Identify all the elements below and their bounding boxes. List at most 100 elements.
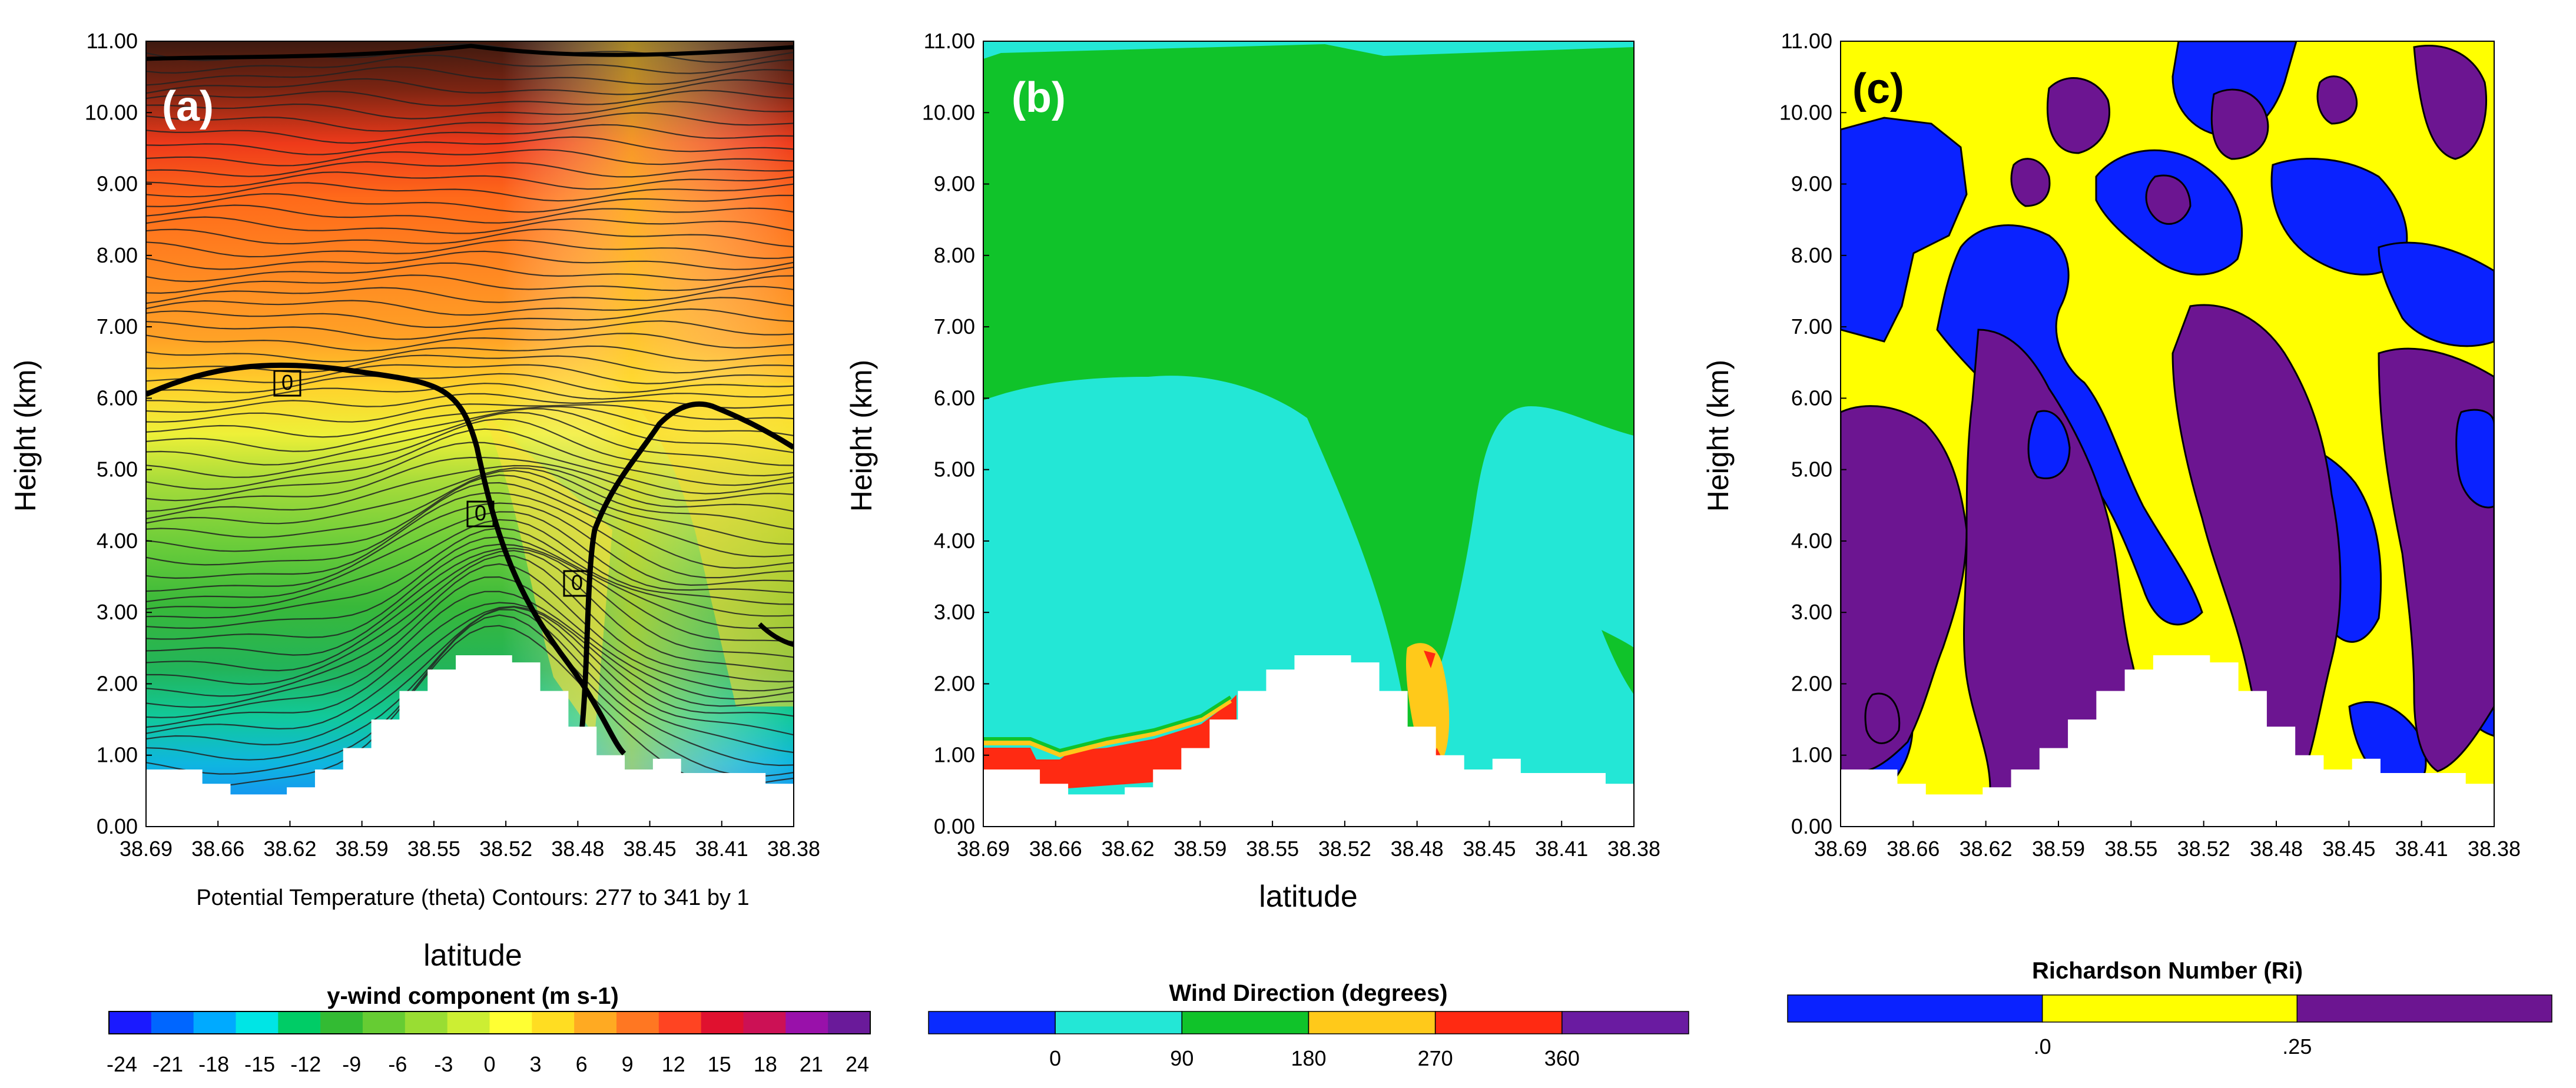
colorbar-a-frame [108, 1011, 871, 1034]
x-tick-label: 38.45 [2322, 837, 2375, 861]
colorbar-a-swatch [193, 1011, 236, 1034]
theta-contour [146, 474, 794, 558]
y-tick-label: 8.00 [1791, 243, 1832, 267]
y-tick-label: 9.00 [97, 172, 138, 196]
colorbar-a-tick: -6 [388, 1052, 407, 1076]
theta-contour [146, 161, 794, 178]
contour-label-box: 0 [273, 370, 301, 397]
colorbar-b-bin [928, 1011, 1056, 1034]
theta-contour [146, 492, 794, 579]
contour-label: 0 [475, 501, 486, 525]
panel-a-yticks: 11.00 10.00 9.00 8.00 7.00 6.00 5.00 4.00 3.00 2.… [85, 29, 152, 838]
panel-c-label: (c) [1852, 65, 1904, 112]
y-tick-label: 8.00 [97, 243, 138, 267]
theta-contour [146, 274, 794, 294]
x-tick-label: 38.38 [2468, 837, 2521, 861]
x-tick-label: 38.62 [1960, 837, 2013, 861]
theta-contour [146, 182, 794, 202]
panel-b-label: (b) [1012, 74, 1066, 121]
y-tick-label: 2.00 [1791, 671, 1832, 695]
colorbar-b-bin [1308, 1011, 1436, 1034]
colorbar-a-tick: -12 [290, 1052, 321, 1076]
panel-b-xticks: 38.69 38.66 38.62 38.59 38.55 38.52 38.48 38.45… [957, 821, 1660, 861]
theta-contour [146, 467, 794, 530]
theta-contour [146, 511, 794, 602]
theta-contour [146, 78, 794, 95]
colorbar-b-bin [1434, 1011, 1563, 1034]
theta-contour [146, 465, 794, 520]
panel-b-xlabel: latitude [1259, 880, 1358, 914]
panel-c-ylabel: Height (km) [1702, 360, 1735, 512]
theta-contour [146, 136, 794, 155]
colorbar-b-bin [1181, 1011, 1309, 1034]
colorbar-a-swatch [828, 1011, 871, 1034]
colorbar-a-tick: 18 [754, 1052, 777, 1076]
x-tick-label: 38.55 [1246, 837, 1299, 861]
colorbar-a-swatch [151, 1011, 194, 1034]
panel-b: (b) 11.00 10.00 9.00 8.00 7.00 6.00 5.00 4.00 3.… [845, 29, 1689, 1070]
theta-contour [146, 442, 794, 502]
theta-contour [146, 216, 794, 234]
y-tick-label: 7.00 [1791, 314, 1832, 339]
theta-contour [146, 406, 794, 438]
theta-contour [146, 297, 794, 316]
y-tick-label: 1.00 [1791, 743, 1832, 767]
y-tick-label: 5.00 [1791, 457, 1832, 482]
colorbar-a-swatch [363, 1011, 406, 1034]
y-tick-label: 3.00 [1791, 600, 1832, 624]
colorbar-a-ticks: -24 -21 -18 -15 -12 -9 -6 -3 0 3 6 9 12 15 18 21 24 [107, 1052, 869, 1076]
contour-label-box: 0 [466, 500, 495, 528]
theta-contour [146, 333, 794, 351]
y-tick-label: 4.00 [934, 529, 975, 553]
theta-contour [146, 457, 794, 512]
colorbar-b-bin [1055, 1011, 1183, 1034]
colorbar-a-swatch [574, 1011, 617, 1034]
panel-a-caption: Potential Temperature (theta) Contours: … [196, 885, 749, 910]
theta-contour [146, 228, 794, 248]
panel-a-xticks: 38.69 38.66 38.62 38.59 38.55 38.52 38.48 38.45… [120, 821, 820, 861]
colorbar-a-tick: 0 [483, 1052, 495, 1076]
x-tick-label: 38.69 [120, 837, 173, 861]
colorbar-a-tick: -9 [342, 1052, 361, 1076]
colorbar-a-swatch [489, 1011, 532, 1034]
y-tick-label: 1.00 [97, 743, 138, 767]
colorbar-a-swatch [701, 1011, 744, 1034]
theta-contour [146, 204, 794, 224]
theta-contour [146, 470, 794, 545]
theta-contour [146, 576, 794, 708]
y-tick-label: 5.00 [97, 457, 138, 482]
theta-contour [146, 555, 794, 685]
colorbar-c-title: Richardson Number (Ri) [2032, 958, 2303, 984]
colorbar-a-tick: 6 [576, 1052, 588, 1076]
colorbar-a-tick: -3 [434, 1052, 453, 1076]
y-tick-label: 2.00 [934, 671, 975, 695]
terrain [146, 655, 794, 827]
theta-contour [146, 171, 794, 190]
theta-contour [146, 364, 794, 384]
theta-contour [146, 193, 794, 213]
colorbar-a-swatch [109, 1011, 152, 1034]
y-tick-label: 6.00 [97, 386, 138, 410]
y-tick-label: 11.00 [87, 29, 138, 53]
x-tick-label: 38.52 [479, 837, 532, 861]
y-tick-label: 10.00 [922, 100, 975, 124]
colorbar-a-swatch [405, 1011, 448, 1034]
x-tick-label: 38.41 [2395, 837, 2448, 861]
contour-label-box: 0 [563, 570, 591, 597]
theta-contour [146, 239, 794, 260]
theta-contour [146, 54, 794, 74]
y-tick-label: 3.00 [934, 600, 975, 624]
colorbar-c-bin [1787, 994, 2043, 1023]
terrain [983, 655, 1634, 827]
x-tick-label: 38.52 [2177, 837, 2230, 861]
colorbar-c-tick: .25 [2282, 1034, 2312, 1059]
colorbar-c-ticks: .0 .25 [2034, 1034, 2312, 1059]
panel-c-field [1841, 41, 2494, 827]
theta-contour [146, 536, 794, 629]
y-tick-label: 9.00 [934, 172, 975, 196]
theta-contour [146, 66, 794, 86]
theta-contour [146, 308, 794, 328]
x-tick-label: 38.59 [336, 837, 389, 861]
colorbar-a-swatch [658, 1011, 702, 1034]
colorbar-a-tick: 12 [662, 1052, 685, 1076]
